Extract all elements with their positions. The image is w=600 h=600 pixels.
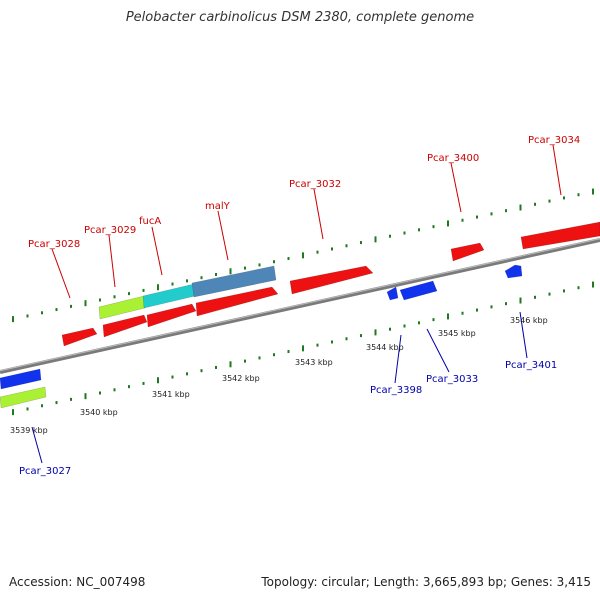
- label-pcar-3028[interactable]: Pcar_3028: [28, 239, 80, 250]
- scale-label-3544: 3544 kbp: [366, 343, 404, 352]
- gene-track: [0, 221, 600, 409]
- gene-pcar-3027-a[interactable]: [0, 368, 42, 390]
- gene-pcar-3028[interactable]: [61, 327, 98, 347]
- scale-label-3542: 3542 kbp: [222, 374, 260, 383]
- label-malY[interactable]: malY: [205, 201, 231, 212]
- label-pcar-3027[interactable]: Pcar_3027: [19, 466, 71, 477]
- leader-pcar-3027: [31, 426, 43, 464]
- gene-pcar-3398[interactable]: [386, 286, 399, 301]
- gene-malY-steel[interactable]: [191, 265, 277, 298]
- gene-fucA-red[interactable]: [146, 303, 197, 328]
- leader-pcar-3029: [108, 234, 116, 288]
- outer-tick-track: [12, 188, 594, 323]
- gene-malY-red[interactable]: [195, 286, 279, 317]
- leader-fucA: [151, 226, 163, 276]
- gene-labels: Pcar_3028 Pcar_3029 fucA malY Pcar_3032 …: [19, 135, 580, 477]
- gene-pcar-3027-b[interactable]: [0, 386, 47, 409]
- scale-labels: 3539 kbp 3540 kbp 3541 kbp 3542 kbp 3543…: [10, 316, 548, 435]
- label-pcar-3401[interactable]: Pcar_3401: [505, 360, 557, 371]
- gene-pcar-3034[interactable]: [520, 221, 600, 250]
- gene-pcar-3401[interactable]: [504, 264, 523, 279]
- scale-label-3543: 3543 kbp: [295, 358, 333, 367]
- label-fucA[interactable]: fucA: [139, 216, 161, 227]
- gene-pcar-3400[interactable]: [450, 242, 485, 262]
- genome-backbone: [0, 238, 600, 374]
- label-pcar-3032[interactable]: Pcar_3032: [289, 179, 341, 190]
- label-leaders: [31, 144, 562, 464]
- map-title: Pelobacter carbinolicus DSM 2380, comple…: [125, 10, 475, 25]
- gene-pcar-3029-lime[interactable]: [98, 295, 146, 320]
- gene-pcar-3033[interactable]: [399, 280, 438, 301]
- leader-pcar-3034: [552, 144, 562, 196]
- gene-pcar-3029-red[interactable]: [102, 314, 148, 338]
- inner-tick-track: [12, 281, 594, 416]
- label-pcar-3034[interactable]: Pcar_3034: [528, 135, 580, 146]
- scale-label-3539: 3539 kbp: [10, 426, 48, 435]
- leader-pcar-3033: [426, 328, 450, 373]
- leader-pcar-3398: [394, 334, 402, 384]
- topology-text: Topology: circular; Length: 3,665,893 bp…: [261, 575, 591, 589]
- scale-label-3545: 3545 kbp: [438, 329, 476, 338]
- leader-pcar-3028: [51, 248, 71, 299]
- leader-pcar-3400: [450, 162, 462, 213]
- leader-malY: [217, 210, 229, 261]
- gene-fucA-cyan[interactable]: [142, 283, 196, 309]
- label-pcar-3029[interactable]: Pcar_3029: [84, 225, 136, 236]
- gene-pcar-3032[interactable]: [289, 265, 374, 295]
- genome-backbone-highlight: [0, 238, 600, 372]
- scale-label-3540: 3540 kbp: [80, 408, 118, 417]
- scale-label-3546: 3546 kbp: [510, 316, 548, 325]
- label-pcar-3400[interactable]: Pcar_3400: [427, 153, 479, 164]
- leader-pcar-3032: [313, 188, 324, 240]
- scale-label-3541: 3541 kbp: [152, 390, 190, 399]
- label-pcar-3398[interactable]: Pcar_3398: [370, 385, 422, 396]
- leader-pcar-3401: [519, 311, 528, 359]
- label-pcar-3033[interactable]: Pcar_3033: [426, 374, 478, 385]
- accession-text: Accession: NC_007498: [9, 575, 146, 589]
